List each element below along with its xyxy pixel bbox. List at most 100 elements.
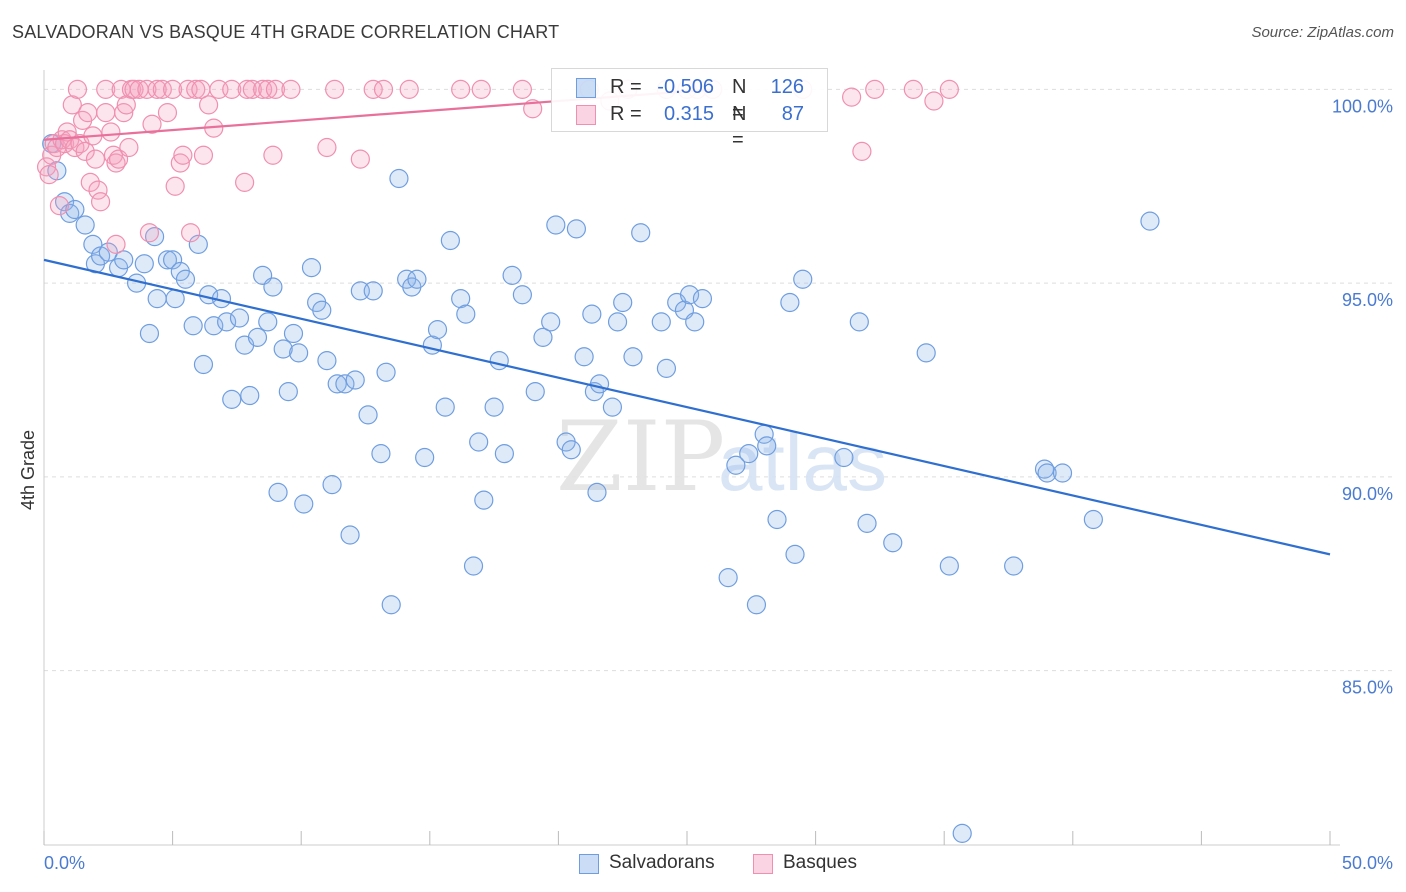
salvadorans-legend-label: Salvadorans xyxy=(609,852,715,873)
salvadoran-point xyxy=(258,312,278,332)
salvadoran-point xyxy=(574,347,594,367)
salvadoran-point xyxy=(289,343,309,363)
y-tick-label: 95.0% xyxy=(1342,290,1393,310)
stats-legend: R = -0.506 N = 126 R = 0.315 N = 87 xyxy=(551,68,828,151)
salvadoran-point xyxy=(726,455,746,475)
basque-point xyxy=(139,223,160,243)
basque-point xyxy=(137,79,157,99)
basque-point xyxy=(258,79,278,99)
salvadoran-point xyxy=(582,304,602,324)
salvadoran-point xyxy=(327,374,347,394)
salvadoran-point xyxy=(512,285,532,305)
salvadoran-point xyxy=(183,316,203,336)
salvadoran-point xyxy=(157,250,178,270)
basque-point xyxy=(75,141,95,161)
basque-point xyxy=(235,172,255,192)
salvadoran-point xyxy=(134,254,154,274)
salvadoran-point xyxy=(389,168,409,189)
basques-n-value: 87 xyxy=(781,103,804,125)
salvadoran-point xyxy=(613,292,633,313)
y-axis-label: 4th Grade xyxy=(18,430,38,510)
basque-point xyxy=(512,79,532,99)
salvadoran-point xyxy=(217,312,237,332)
tick-labels: 85.0% 90.0% 95.0% 100.0% 0.0% 50.0% xyxy=(44,96,1393,873)
basque-point xyxy=(90,192,111,212)
salvadoran-point xyxy=(780,292,800,313)
salvadoran-point xyxy=(312,300,332,320)
salvadoran-point xyxy=(739,444,759,464)
source-credit: Source: ZipAtlas.com xyxy=(1251,24,1394,41)
basque-point xyxy=(317,137,337,158)
basque-point xyxy=(350,149,370,169)
basque-point xyxy=(263,145,283,165)
basque-point xyxy=(363,79,383,99)
salvadoran-point xyxy=(939,556,959,576)
basque-point xyxy=(96,103,116,123)
salvadoran-point xyxy=(193,354,214,375)
salvadoran-point xyxy=(440,230,460,251)
salvadoran-point xyxy=(83,234,103,254)
basques-r-value: 0.315 xyxy=(663,103,714,125)
salvadoran-point xyxy=(857,513,877,533)
salvadoran-point xyxy=(376,362,396,382)
salvadoran-point xyxy=(144,227,165,247)
basque-point xyxy=(157,103,178,123)
basque-point xyxy=(62,95,82,115)
basque-point xyxy=(924,91,944,111)
salvadoran-point xyxy=(322,475,342,495)
y-tick-label: 85.0% xyxy=(1342,678,1393,698)
salvadoran-point xyxy=(685,312,705,332)
salvadoran-point xyxy=(566,219,587,239)
salvadoran-point xyxy=(484,397,504,417)
salvadoran-point xyxy=(283,323,304,344)
basque-point xyxy=(106,234,126,254)
basque-point xyxy=(119,137,139,158)
salvadoran-point xyxy=(546,215,566,235)
salvadoran-point xyxy=(607,312,628,332)
basque-point xyxy=(67,79,88,99)
basque-point xyxy=(96,79,116,99)
salvadoran-point xyxy=(301,258,322,278)
basque-point xyxy=(103,145,124,165)
salvadoran-point xyxy=(623,347,643,367)
salvadoran-point xyxy=(533,327,553,347)
basque-point xyxy=(142,114,162,134)
salvadoran-point xyxy=(114,250,134,270)
basques-legend-label: Basques xyxy=(783,852,857,873)
x-tick-label: 50.0% xyxy=(1342,853,1393,873)
salvadoran-point xyxy=(474,490,494,510)
y-tick-label: 90.0% xyxy=(1342,484,1393,504)
basque-point xyxy=(281,79,301,99)
salvadoran-point xyxy=(541,312,561,332)
salvadoran-point xyxy=(1004,556,1024,576)
salvadoran-point xyxy=(525,382,545,402)
salvadoran-point xyxy=(273,339,293,359)
salvadoran-point xyxy=(175,269,196,289)
salvadoran-point xyxy=(469,432,489,452)
basque-point xyxy=(49,196,70,216)
salvadoran-point xyxy=(834,447,854,468)
salvadoran-point xyxy=(589,374,610,394)
basque-point xyxy=(116,95,136,115)
watermark-zip: ZIP xyxy=(556,401,725,513)
salvadoran-point xyxy=(381,595,401,615)
chart-title: SALVADORAN VS BASQUE 4TH GRADE CORRELATI… xyxy=(12,22,560,42)
salvadoran-point xyxy=(651,312,671,332)
salvadoran-point xyxy=(631,223,651,243)
salvadoran-point xyxy=(587,482,607,502)
basque-point xyxy=(842,87,862,107)
legend-r-label: R = xyxy=(610,76,642,98)
salvadoran-point xyxy=(240,385,260,406)
salvadorans-n-value: 126 xyxy=(770,76,804,98)
basque-point xyxy=(852,141,872,161)
basque-point xyxy=(265,79,286,99)
basque-point xyxy=(399,79,419,99)
salvadoran-point xyxy=(335,374,355,394)
salvadoran-point xyxy=(415,447,435,468)
basque-point xyxy=(78,103,98,123)
legend-n-label: N = xyxy=(732,103,747,151)
salvadorans-r-value: -0.506 xyxy=(657,76,714,98)
salvadoran-point xyxy=(463,556,484,576)
basque-point xyxy=(186,79,206,99)
